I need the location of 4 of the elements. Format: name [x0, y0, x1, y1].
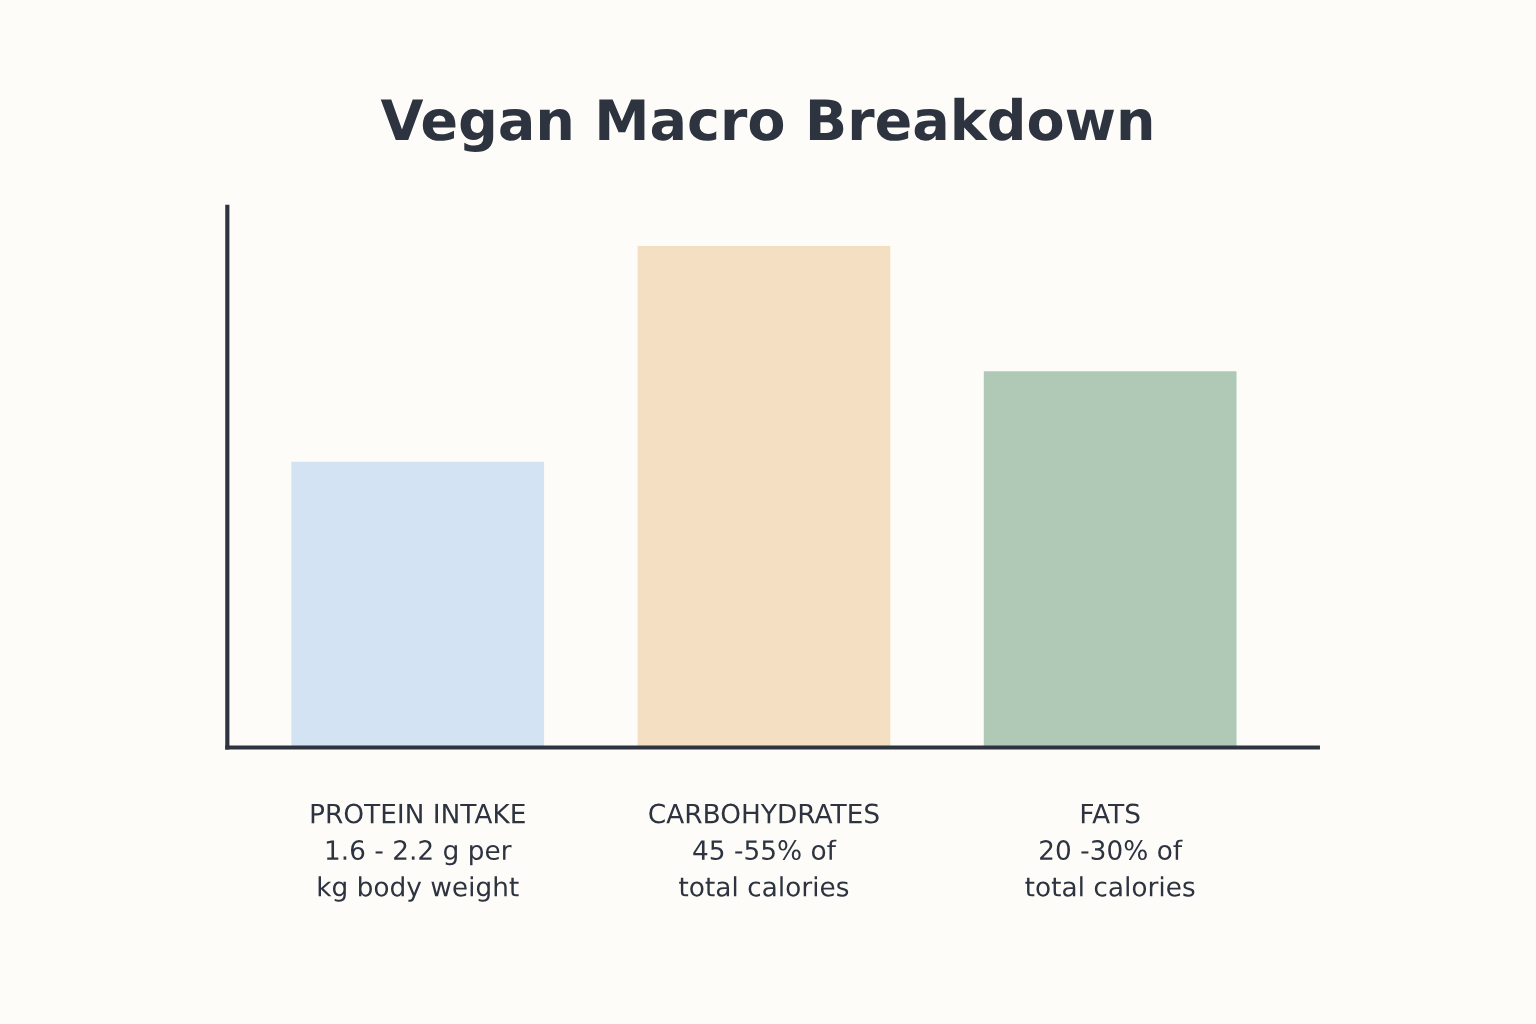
x-tick-label: FATS 20 -30% of total calories — [1025, 803, 1195, 897]
chart-title: Vegan Macro Breakdown — [380, 97, 1152, 153]
x-tick-label: PROTEIN INTAKE 1.6 - 2.2 g per kg body weight — [311, 803, 525, 902]
x-tick-label: CARBOHYDRATES 45 -55% of total calories — [649, 803, 879, 897]
